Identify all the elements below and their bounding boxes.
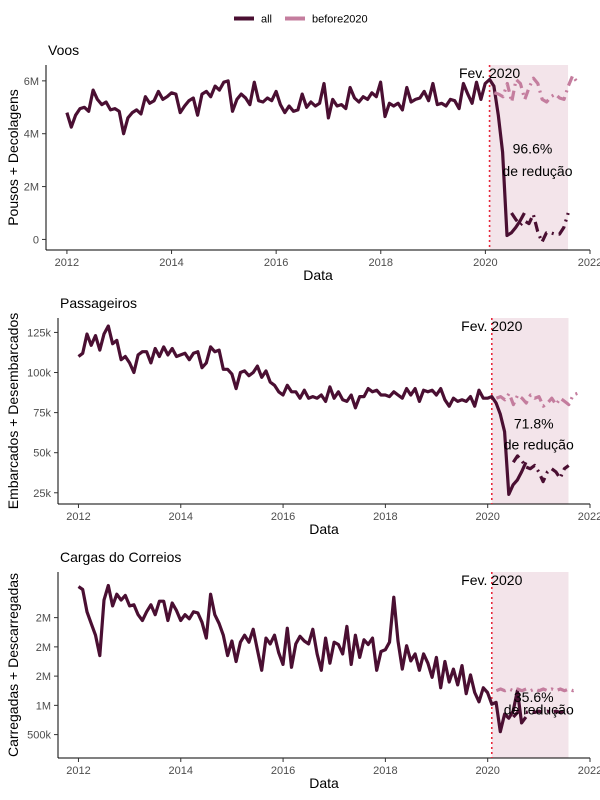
feb-2020-label: Fev. 2020 (461, 318, 522, 334)
x-tick-label: 2014 (169, 765, 193, 777)
x-tick-label: 2020 (475, 511, 499, 523)
series-line-all (77, 324, 528, 496)
chart-title: Voos (48, 42, 79, 58)
x-tick-label: 2020 (475, 765, 499, 777)
x-tick-label: 2014 (169, 511, 193, 523)
y-tick-label: 2M (36, 642, 51, 654)
reduction-percent-label: 71.8% (514, 416, 554, 432)
y-tick-label: 1M (36, 700, 51, 712)
x-axis-title: Data (309, 775, 339, 791)
y-axis-title: Pousos + Decolagens (5, 89, 21, 226)
chart-panel-3: Cargas do Correios 500k 1M 2M 2M 2M 2012 2014 20… (5, 549, 600, 791)
x-tick-label: 2012 (55, 257, 79, 269)
x-tick-label: 2022 (578, 257, 600, 269)
y-tick-label: 100k (27, 368, 51, 380)
x-tick-label: 2012 (66, 765, 90, 777)
y-axis-title: Carregadas + Descarregadas (5, 573, 21, 757)
x-tick-label: 2014 (159, 257, 183, 269)
x-tick-label: 2016 (264, 257, 288, 269)
y-axis-title: Embarcados + Desembarcados (5, 313, 21, 510)
y-tick-label: 50k (33, 448, 51, 460)
series-line-before2020-dashed (495, 687, 578, 693)
x-axis-title: Data (309, 521, 339, 537)
series-line-all-dashed (510, 212, 570, 244)
reduction-text-label: de redução (504, 702, 574, 718)
x-tick-label: 2020 (473, 257, 497, 269)
x-tick-label: 2018 (369, 257, 393, 269)
x-tick-label: 2016 (271, 765, 295, 777)
x-tick-label: 2016 (271, 511, 295, 523)
feb-2020-label: Fev. 2020 (461, 572, 522, 588)
reduction-text-label: de redução (504, 436, 574, 452)
y-tick-label: 2M (24, 182, 39, 194)
y-tick-label: 2M (36, 613, 51, 625)
chart-title: Cargas do Correios (60, 549, 181, 565)
series-line-all (77, 583, 528, 734)
series-line-before2020-dashed (495, 391, 578, 408)
x-tick-label: 2012 (66, 511, 90, 523)
legend-label-all: all (261, 14, 272, 26)
chart-title: Passageiros (60, 295, 137, 311)
chart-panel-1: Voos 0 2M 4M 6M 2012 2014 2016 2018 2020 2022 Data P… (5, 42, 600, 283)
series-line-all-dashed (511, 454, 570, 484)
y-tick-label: 500k (27, 730, 51, 742)
chart-panel-2: Passageiros 25k 50k 75k 100k 125k 2012 2014 2016… (5, 295, 600, 537)
y-tick-label: 2M (36, 671, 51, 683)
legend-label-before2020: before2020 (312, 14, 368, 26)
y-tick-label: 6M (24, 76, 39, 88)
reduction-band (491, 572, 569, 758)
series-line-all-dashed (512, 709, 570, 719)
x-axis-title: Data (303, 267, 333, 283)
y-tick-label: 25k (33, 488, 51, 500)
reduction-percent-label: 35.6% (514, 689, 554, 705)
y-tick-label: 0 (33, 234, 39, 246)
reduction-percent-label: 96.6% (513, 141, 553, 157)
reduction-text-label: de redução (502, 163, 572, 179)
series-line-before2020-dashed (493, 73, 579, 104)
x-tick-label: 2022 (578, 765, 600, 777)
x-tick-label: 2018 (373, 765, 397, 777)
y-tick-label: 75k (33, 408, 51, 420)
x-tick-label: 2018 (373, 511, 397, 523)
feb-2020-label: Fev. 2020 (459, 65, 520, 81)
x-tick-label: 2022 (578, 511, 600, 523)
y-tick-label: 125k (27, 327, 51, 339)
legend: all before2020 (234, 14, 368, 26)
y-tick-label: 4M (24, 129, 39, 141)
series-line-all (65, 77, 526, 238)
